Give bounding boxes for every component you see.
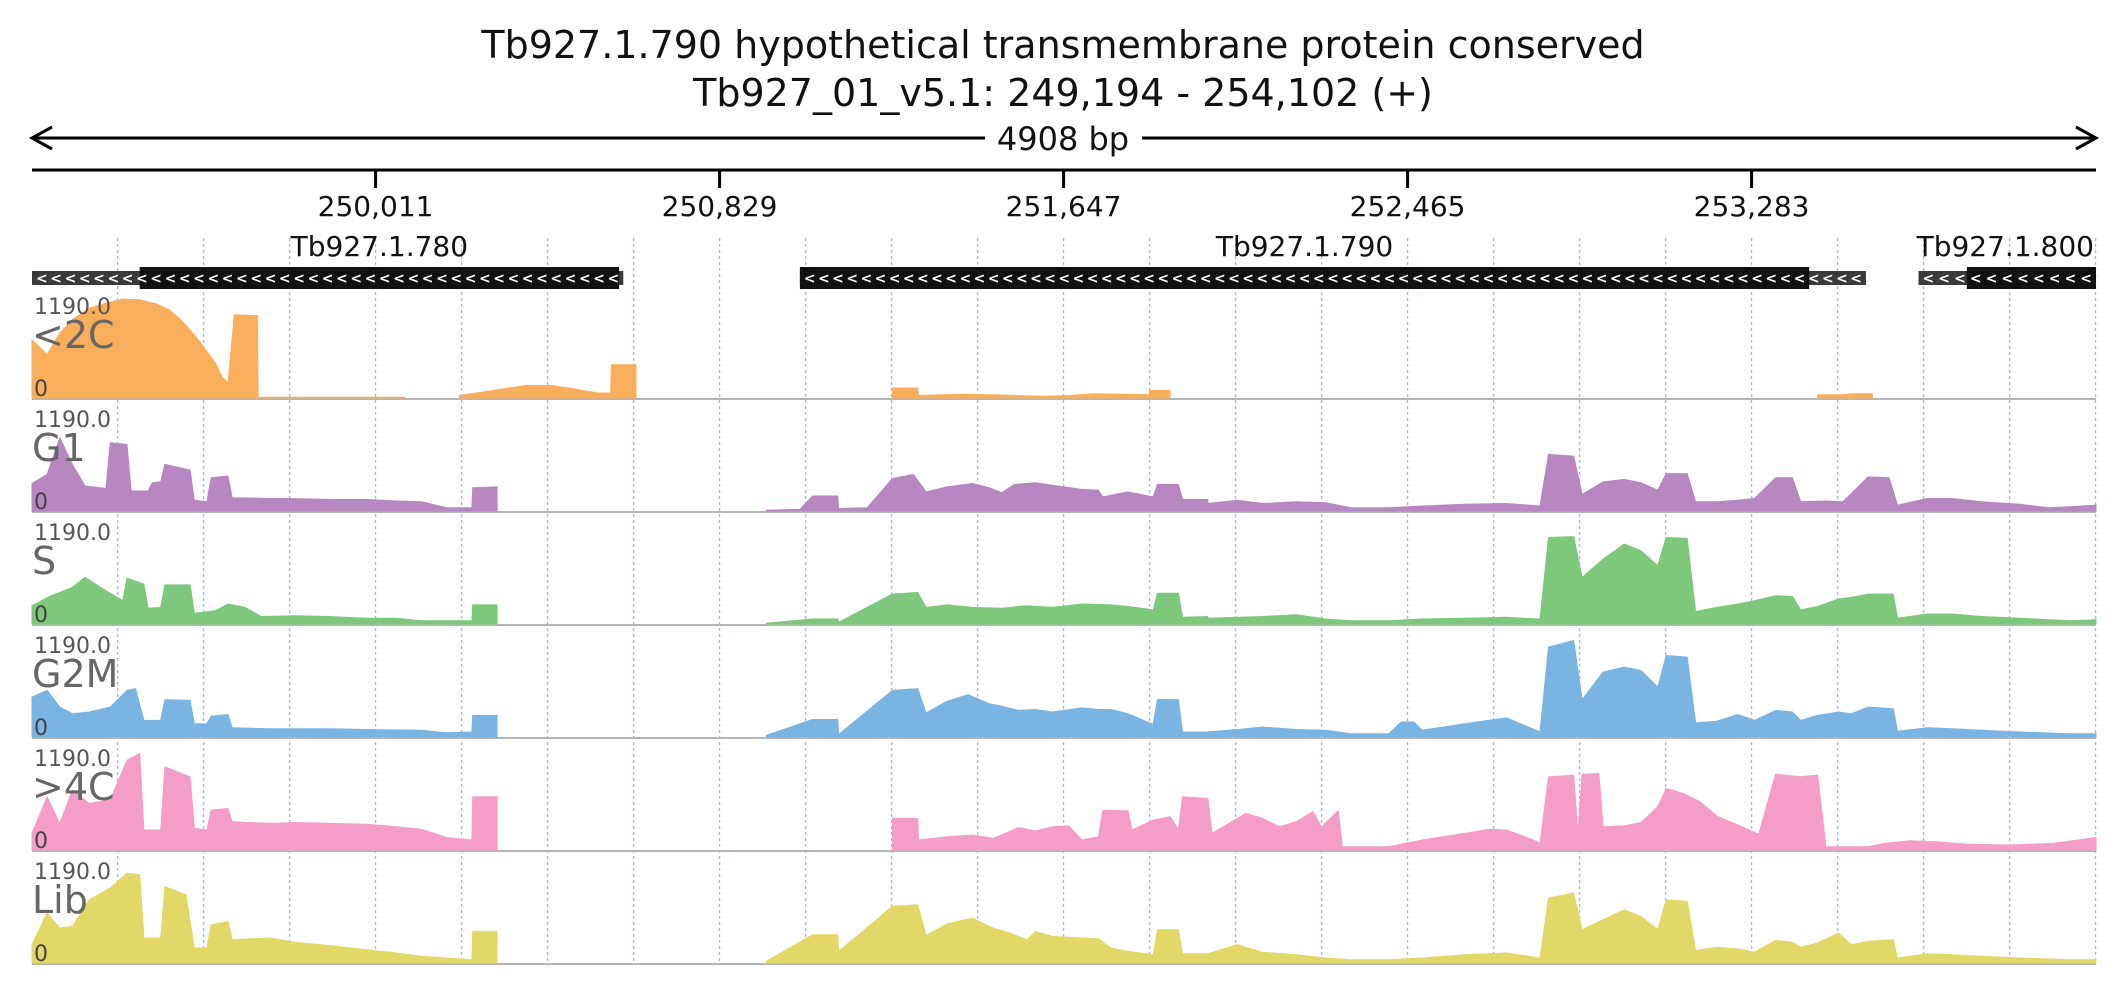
coverage-area: [891, 387, 1171, 399]
coverage-area: [31, 436, 498, 512]
track-G1: 1190.0G1 0: [31, 408, 2097, 515]
track-name: S: [32, 539, 56, 583]
grid-lines: [116, 238, 2097, 962]
arrowhead-left: [28, 125, 53, 151]
coverage-area: [1207, 536, 2097, 625]
track-min-label: 0: [34, 716, 48, 741]
coverage-area: [458, 364, 637, 399]
coverage-area: [1207, 892, 2097, 964]
coverage-area: [31, 872, 498, 964]
gene-title: Tb927.1.790 hypothetical transmembrane p…: [480, 23, 1644, 67]
coverage-area: [765, 591, 1209, 625]
gene-cds: [1966, 267, 2096, 289]
coverage-area: [891, 796, 1390, 851]
region-location: Tb927_01_v5.1: 249,194 - 254,102 (+): [692, 71, 1433, 115]
strand-chevrons: < < < < < < < < < < < < < < < < < < < < …: [804, 271, 1862, 287]
coverage-area: [31, 576, 498, 625]
track-max-label: 1190.0: [34, 747, 111, 772]
span-indicator: 4908 bp: [28, 120, 2100, 158]
track-name: G1: [32, 426, 86, 470]
track-name: >4C: [32, 765, 115, 809]
gene-cds: [139, 267, 620, 289]
track-<2C: 1190.0<2C 0: [31, 295, 2096, 402]
coverage-area: [31, 752, 498, 851]
track-name: <2C: [32, 313, 115, 357]
track-min-label: 0: [34, 603, 48, 628]
coverage-area: [1207, 639, 2097, 738]
track-max-label: 1190.0: [34, 408, 111, 433]
coverage-area: [1388, 772, 2097, 851]
ruler-tick-label: 253,283: [1694, 190, 1810, 223]
gene-label: Tb927.1.790: [1215, 230, 1393, 263]
track-min-label: 0: [34, 942, 48, 967]
track-max-label: 1190.0: [34, 295, 111, 320]
ruler-tick-label: 252,465: [1350, 190, 1466, 223]
gene-Tb927.1.800[interactable]: < < < < < < < < < < < Tb927.1.800: [1916, 230, 2096, 289]
track->4C: 1190.0>4C 0: [31, 747, 2097, 854]
coverage-area: [1817, 393, 1873, 399]
gene-label: Tb927.1.780: [290, 230, 468, 263]
track-max-label: 1190.0: [34, 860, 111, 885]
coverage-area: [765, 473, 1209, 512]
gene-Tb927.1.780[interactable]: < < < < < < < < < < < < < < < < < < < < …: [32, 230, 624, 289]
strand-chevrons: < < < < < < < < < < <: [1923, 271, 2092, 287]
ruler-tick-label: 250,011: [318, 190, 434, 223]
gene-cds: [799, 267, 1810, 289]
track-name: G2M: [32, 652, 118, 696]
track-S: 1190.0S 0: [31, 521, 2097, 628]
coverage-area: [1207, 453, 2097, 512]
track-min-label: 0: [34, 377, 48, 402]
ruler-ticks: 250,011 250,829 251,647 252,465 253,283: [318, 170, 1810, 223]
track-name: Lib: [32, 878, 88, 922]
track-max-label: 1190.0: [34, 521, 111, 546]
ruler-tick-label: 250,829: [662, 190, 778, 223]
strand-chevrons: < < < < < < < < < < < < < < < < < < < < …: [36, 271, 619, 287]
coverage-tracks: 1190.0<2C01190.0G101190.0S01190.0G2M0119…: [31, 295, 2097, 967]
coverage-area: [31, 688, 498, 738]
track-min-label: 0: [34, 490, 48, 515]
gene-Tb927.1.790[interactable]: < < < < < < < < < < < < < < < < < < < < …: [799, 230, 1866, 289]
track-max-label: 1190.0: [34, 634, 111, 659]
gene-track: < < < < < < < < < < < < < < < < < < < < …: [32, 230, 2096, 289]
arrowhead-right: [2075, 125, 2100, 151]
span-label: 4908 bp: [997, 120, 1129, 158]
track-min-label: 0: [34, 829, 48, 854]
coverage-area: [31, 298, 406, 399]
coverage-area: [765, 688, 1209, 738]
ruler-tick-label: 251,647: [1006, 190, 1122, 223]
gene-label: Tb927.1.800: [1916, 230, 2094, 263]
coverage-area: [765, 904, 1209, 964]
